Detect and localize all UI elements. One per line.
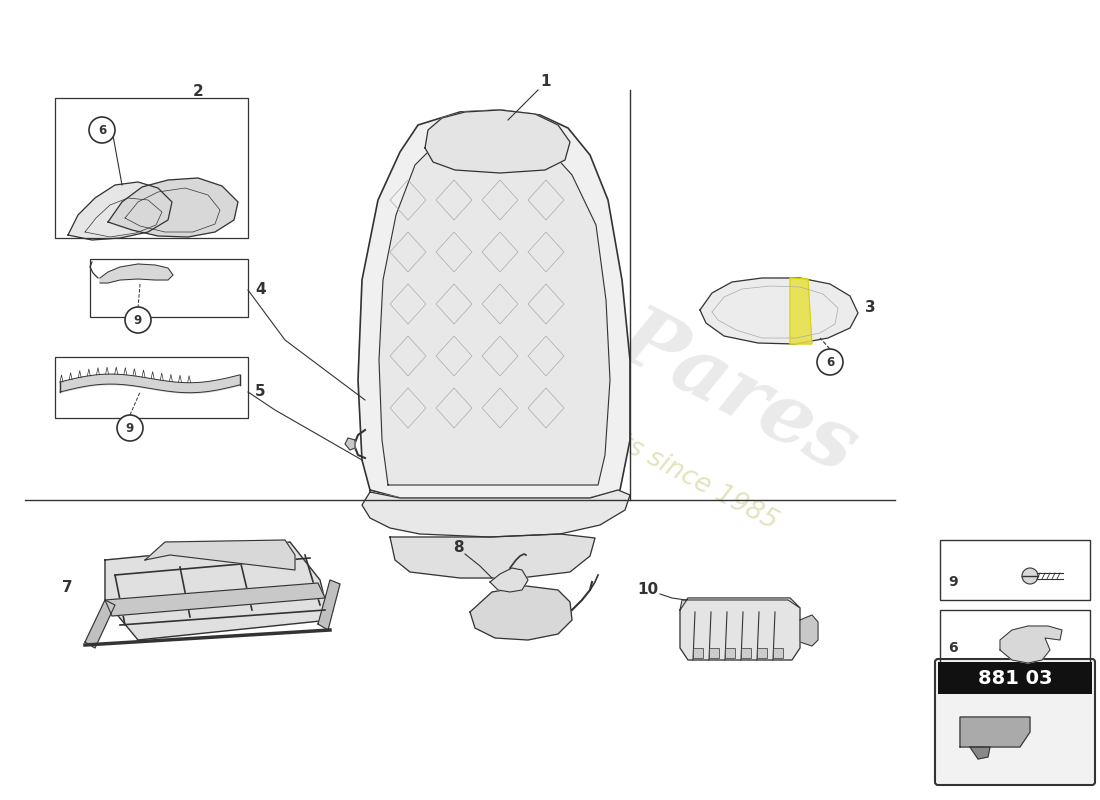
Polygon shape	[85, 600, 116, 648]
Bar	[725, 648, 735, 658]
Circle shape	[817, 349, 843, 375]
Polygon shape	[362, 490, 630, 537]
Bar	[693, 648, 703, 658]
Bar	[710, 648, 719, 658]
Bar	[55, 98, 248, 238]
Bar	[938, 662, 1092, 694]
Polygon shape	[1000, 626, 1062, 663]
Text: 6: 6	[948, 641, 958, 654]
Polygon shape	[470, 586, 572, 640]
Text: a passion for parts since 1985: a passion for parts since 1985	[418, 325, 782, 535]
Text: 7: 7	[62, 581, 73, 595]
Polygon shape	[790, 278, 812, 344]
Polygon shape	[108, 178, 238, 237]
Text: 2: 2	[192, 85, 204, 99]
Polygon shape	[379, 135, 610, 485]
Bar	[773, 648, 783, 658]
Bar	[940, 610, 1090, 668]
Polygon shape	[970, 747, 990, 759]
Polygon shape	[68, 182, 172, 240]
Text: EuroPares: EuroPares	[408, 191, 871, 489]
Text: 6: 6	[826, 355, 834, 369]
Polygon shape	[680, 598, 800, 610]
Polygon shape	[800, 615, 818, 646]
Polygon shape	[345, 438, 355, 450]
Polygon shape	[100, 264, 173, 283]
Polygon shape	[425, 110, 570, 173]
Bar	[55, 357, 248, 418]
Polygon shape	[490, 568, 528, 592]
Text: 9: 9	[948, 575, 958, 589]
FancyBboxPatch shape	[935, 659, 1094, 785]
Circle shape	[125, 307, 151, 333]
Bar	[757, 648, 767, 658]
Bar	[90, 259, 248, 317]
Polygon shape	[680, 598, 800, 660]
Bar	[741, 648, 751, 658]
Text: 9: 9	[125, 422, 134, 434]
Circle shape	[89, 117, 116, 143]
Text: 9: 9	[134, 314, 142, 326]
Circle shape	[117, 415, 143, 441]
Polygon shape	[104, 542, 330, 640]
Text: 6: 6	[98, 123, 106, 137]
Circle shape	[1022, 568, 1038, 584]
Polygon shape	[358, 110, 630, 498]
Polygon shape	[318, 580, 340, 630]
Polygon shape	[104, 583, 324, 616]
Text: 5: 5	[255, 385, 265, 399]
Text: 1: 1	[540, 74, 550, 90]
Text: 3: 3	[865, 301, 876, 315]
Text: 8: 8	[453, 541, 463, 555]
Polygon shape	[390, 534, 595, 578]
Text: 10: 10	[637, 582, 658, 598]
Text: 881 03: 881 03	[978, 669, 1053, 687]
Bar	[940, 540, 1090, 600]
Polygon shape	[960, 717, 1030, 747]
Polygon shape	[700, 278, 858, 344]
Polygon shape	[145, 540, 295, 570]
Text: 4: 4	[255, 282, 265, 298]
